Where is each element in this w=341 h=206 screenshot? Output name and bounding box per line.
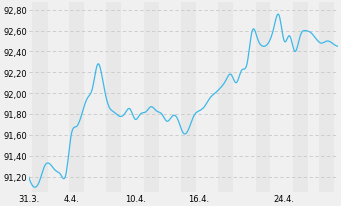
Bar	[255, 4, 270, 192]
Bar	[218, 4, 233, 192]
Bar	[32, 4, 48, 192]
Bar	[293, 4, 308, 192]
Bar	[320, 4, 334, 192]
Bar	[144, 4, 159, 192]
Bar	[69, 4, 84, 192]
Bar	[181, 4, 196, 192]
Bar	[106, 4, 121, 192]
